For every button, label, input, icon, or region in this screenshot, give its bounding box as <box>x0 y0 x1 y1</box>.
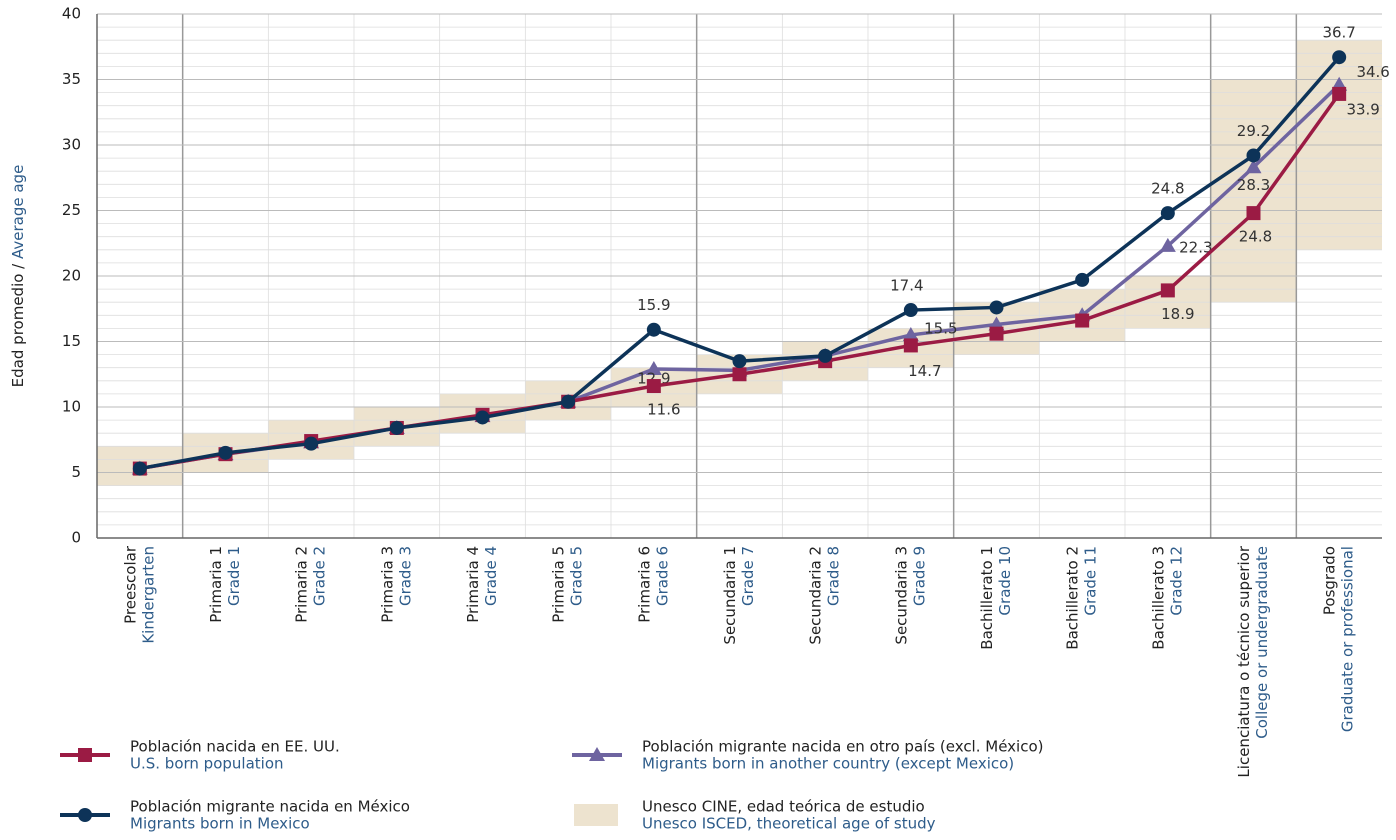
data-label: 22.3 <box>1179 238 1212 256</box>
y-tick-label: 10 <box>62 398 81 416</box>
y-axis-label: Edad promedio / Average age <box>9 165 27 388</box>
data-label: 15.5 <box>924 319 957 337</box>
data-point <box>304 436 319 451</box>
x-tick-label-en: Grade 5 <box>568 546 586 606</box>
data-point <box>989 326 1004 341</box>
x-tick-label: Licenciatura o técnico superior <box>1235 545 1253 777</box>
x-tick-label-en: Grade 1 <box>225 546 243 606</box>
data-point <box>989 300 1004 315</box>
data-point <box>818 348 833 363</box>
x-tick-label-en: Grade 10 <box>996 546 1014 616</box>
y-tick-label: 5 <box>71 463 81 481</box>
data-label: 18.9 <box>1161 305 1194 323</box>
y-tick-label: 25 <box>62 201 81 219</box>
legend-marker <box>78 808 92 822</box>
x-tick-label: Secundaria 1 <box>721 546 739 645</box>
legend-label: Población nacida en EE. UU. <box>130 738 340 756</box>
x-tick-label-en: Grade 2 <box>311 546 329 606</box>
data-point <box>561 394 576 409</box>
x-tick-label-en: Kindergarten <box>139 546 157 644</box>
data-point <box>1075 272 1090 287</box>
legend-label: Unesco CINE, edad teórica de estudio <box>642 798 925 816</box>
data-point <box>389 420 404 435</box>
y-tick-label: 15 <box>62 332 81 350</box>
data-point <box>732 354 747 369</box>
legend-label-en: Unesco ISCED, theoretical age of study <box>642 815 936 833</box>
x-tick-label-en: Grade 9 <box>910 546 928 606</box>
legend-label-en: U.S. born population <box>130 755 284 773</box>
data-label: 14.7 <box>908 362 941 380</box>
y-tick-label: 40 <box>62 5 81 23</box>
legend-label: Población migrante nacida en México <box>130 798 410 816</box>
data-label: 36.7 <box>1322 24 1355 42</box>
data-point <box>1245 159 1262 174</box>
x-tick-label-en: Grade 11 <box>1082 546 1100 616</box>
legend-swatch <box>574 804 618 826</box>
x-tick-label-en: Grade 7 <box>739 546 757 606</box>
y-tick-label: 30 <box>62 136 81 154</box>
x-tick-label: Bachillerato 3 <box>1149 546 1167 650</box>
x-tick-label: Secundaria 2 <box>807 546 825 645</box>
data-label: 24.8 <box>1151 180 1184 198</box>
data-label: 28.3 <box>1237 176 1270 194</box>
x-tick-label: Primaria 2 <box>293 546 311 623</box>
x-tick-label: Bachillerato 1 <box>978 546 996 650</box>
data-point <box>1332 50 1347 65</box>
data-point <box>132 461 147 476</box>
data-point <box>903 303 918 318</box>
legend-marker <box>589 747 605 761</box>
x-tick-label: Primaria 4 <box>464 546 482 623</box>
x-tick-label: Primaria 5 <box>550 546 568 623</box>
data-point <box>1246 206 1261 221</box>
data-point <box>1159 237 1176 252</box>
data-point <box>218 445 233 460</box>
data-point <box>1246 148 1261 163</box>
data-label: 15.9 <box>637 296 670 314</box>
data-point <box>1160 283 1175 298</box>
legend-marker <box>78 748 92 762</box>
x-tick-label-en: Grade 3 <box>396 546 414 606</box>
age-band <box>1210 79 1297 303</box>
data-label: 33.9 <box>1346 100 1379 118</box>
y-axis-label-en: Average age <box>9 165 27 259</box>
data-point <box>1332 86 1347 101</box>
x-tick-label: Primaria 3 <box>378 546 396 623</box>
legend-label: Población migrante nacida en otro país (… <box>642 738 1044 756</box>
x-tick-label: Posgrado <box>1321 546 1339 615</box>
x-tick-label-en: Grade 8 <box>825 546 843 606</box>
data-point <box>1160 206 1175 221</box>
x-tick-label: Bachillerato 2 <box>1064 546 1082 650</box>
x-tick-label-en: Grade 4 <box>482 546 500 606</box>
data-label: 24.8 <box>1239 228 1272 246</box>
y-tick-label: 35 <box>62 70 81 88</box>
x-tick-label-en: Grade 12 <box>1167 546 1185 616</box>
x-tick-label: Secundaria 3 <box>892 546 910 645</box>
data-point <box>732 367 747 382</box>
data-label: 12.9 <box>637 370 670 388</box>
data-point <box>902 326 919 341</box>
data-point <box>646 322 661 337</box>
y-axis-label-es: Edad promedio / <box>9 263 27 387</box>
x-tick-label: Primaria 6 <box>635 546 653 623</box>
x-tick-label: Preescolar <box>121 545 139 624</box>
data-point <box>903 338 918 353</box>
data-label: 29.2 <box>1237 122 1270 140</box>
data-label: 11.6 <box>647 401 680 419</box>
data-point <box>646 379 661 394</box>
y-tick-label: 0 <box>71 529 81 547</box>
x-tick-label: Primaria 1 <box>207 546 225 623</box>
y-tick-label: 20 <box>62 267 81 285</box>
x-tick-label-en: College or undergraduate <box>1253 546 1271 739</box>
legend-label-en: Migrants born in Mexico <box>130 815 310 833</box>
data-point <box>475 410 490 425</box>
legend-label-en: Migrants born in another country (except… <box>642 755 1014 773</box>
data-label: 17.4 <box>890 277 923 295</box>
data-label: 34.6 <box>1356 63 1389 81</box>
x-tick-label-en: Graduate or professional <box>1339 546 1357 732</box>
x-tick-label-en: Grade 6 <box>653 546 671 606</box>
data-point <box>1075 313 1090 328</box>
data-point <box>645 361 662 376</box>
